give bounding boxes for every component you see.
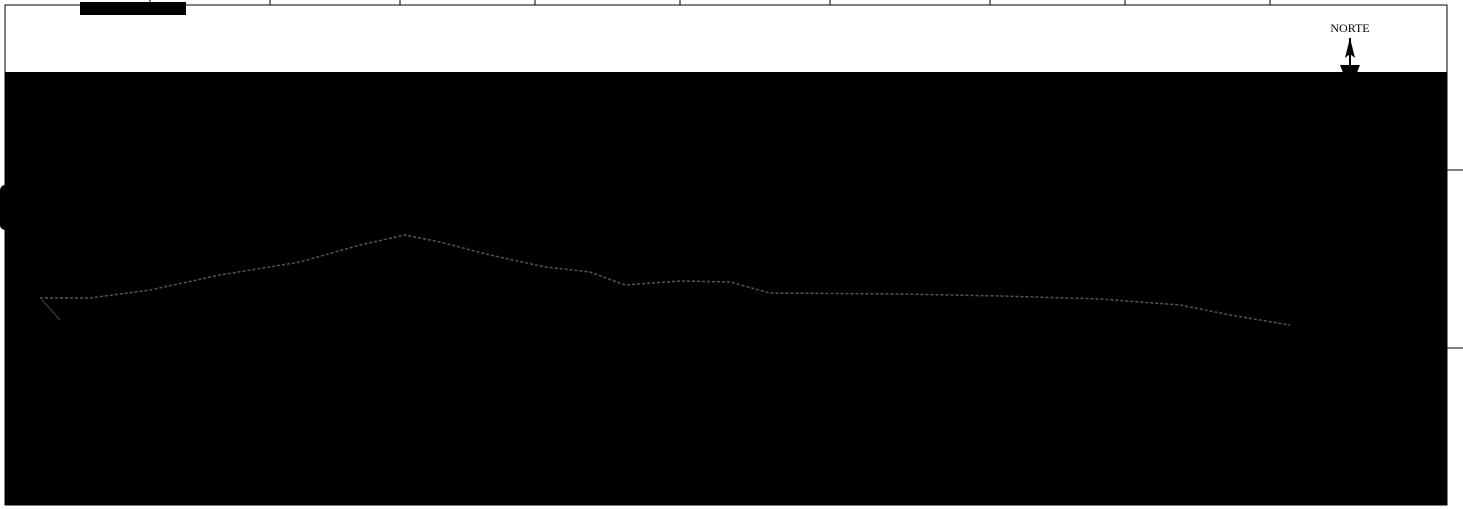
- terrain-line: [40, 234, 1291, 326]
- scale-bar: [80, 2, 186, 15]
- terrain-line: [41, 299, 61, 321]
- map-edge: [0, 185, 12, 230]
- north-arrow: NORTE: [1330, 21, 1370, 75]
- north-label: NORTE: [1330, 21, 1369, 35]
- map-image: [5, 72, 1447, 505]
